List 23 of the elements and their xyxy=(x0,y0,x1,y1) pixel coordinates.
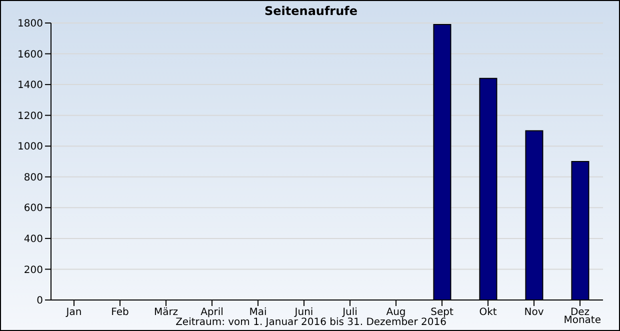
text: Zeitraum: vom 1. Januar 2016 bis 31. Dezember 2016 xyxy=(176,317,446,328)
y-tick-label: 1600 xyxy=(18,49,43,60)
x-tick-label: Okt xyxy=(479,307,497,318)
x-tick-label: Jan xyxy=(65,307,82,318)
x-tick-label: Juli xyxy=(342,307,358,318)
y-tick-label: 1000 xyxy=(18,142,43,153)
y-tick-label: 1200 xyxy=(18,110,43,122)
x-tick-label: März xyxy=(154,307,178,318)
x-tick-label: Feb xyxy=(111,307,129,318)
y-tick-label: 200 xyxy=(24,264,43,276)
x-tick-label: Mai xyxy=(249,307,267,318)
y-tick-label: 1800 xyxy=(18,18,43,30)
x-tick-label: April xyxy=(200,307,224,318)
x-tick-label: Nov xyxy=(524,307,544,318)
y-tick-label: 400 xyxy=(24,234,43,245)
x-tick-label: Sept xyxy=(430,307,454,318)
chart-title: Seitenaufrufe xyxy=(264,4,358,18)
y-tick-label: 800 xyxy=(24,172,43,184)
x-tick-label: Aug xyxy=(386,307,406,318)
x-tick-label: Juni xyxy=(294,307,314,318)
y-tick-label: 1400 xyxy=(18,80,43,92)
y-tick-label: 0 xyxy=(36,296,43,307)
y-tick-label: 600 xyxy=(24,203,43,214)
